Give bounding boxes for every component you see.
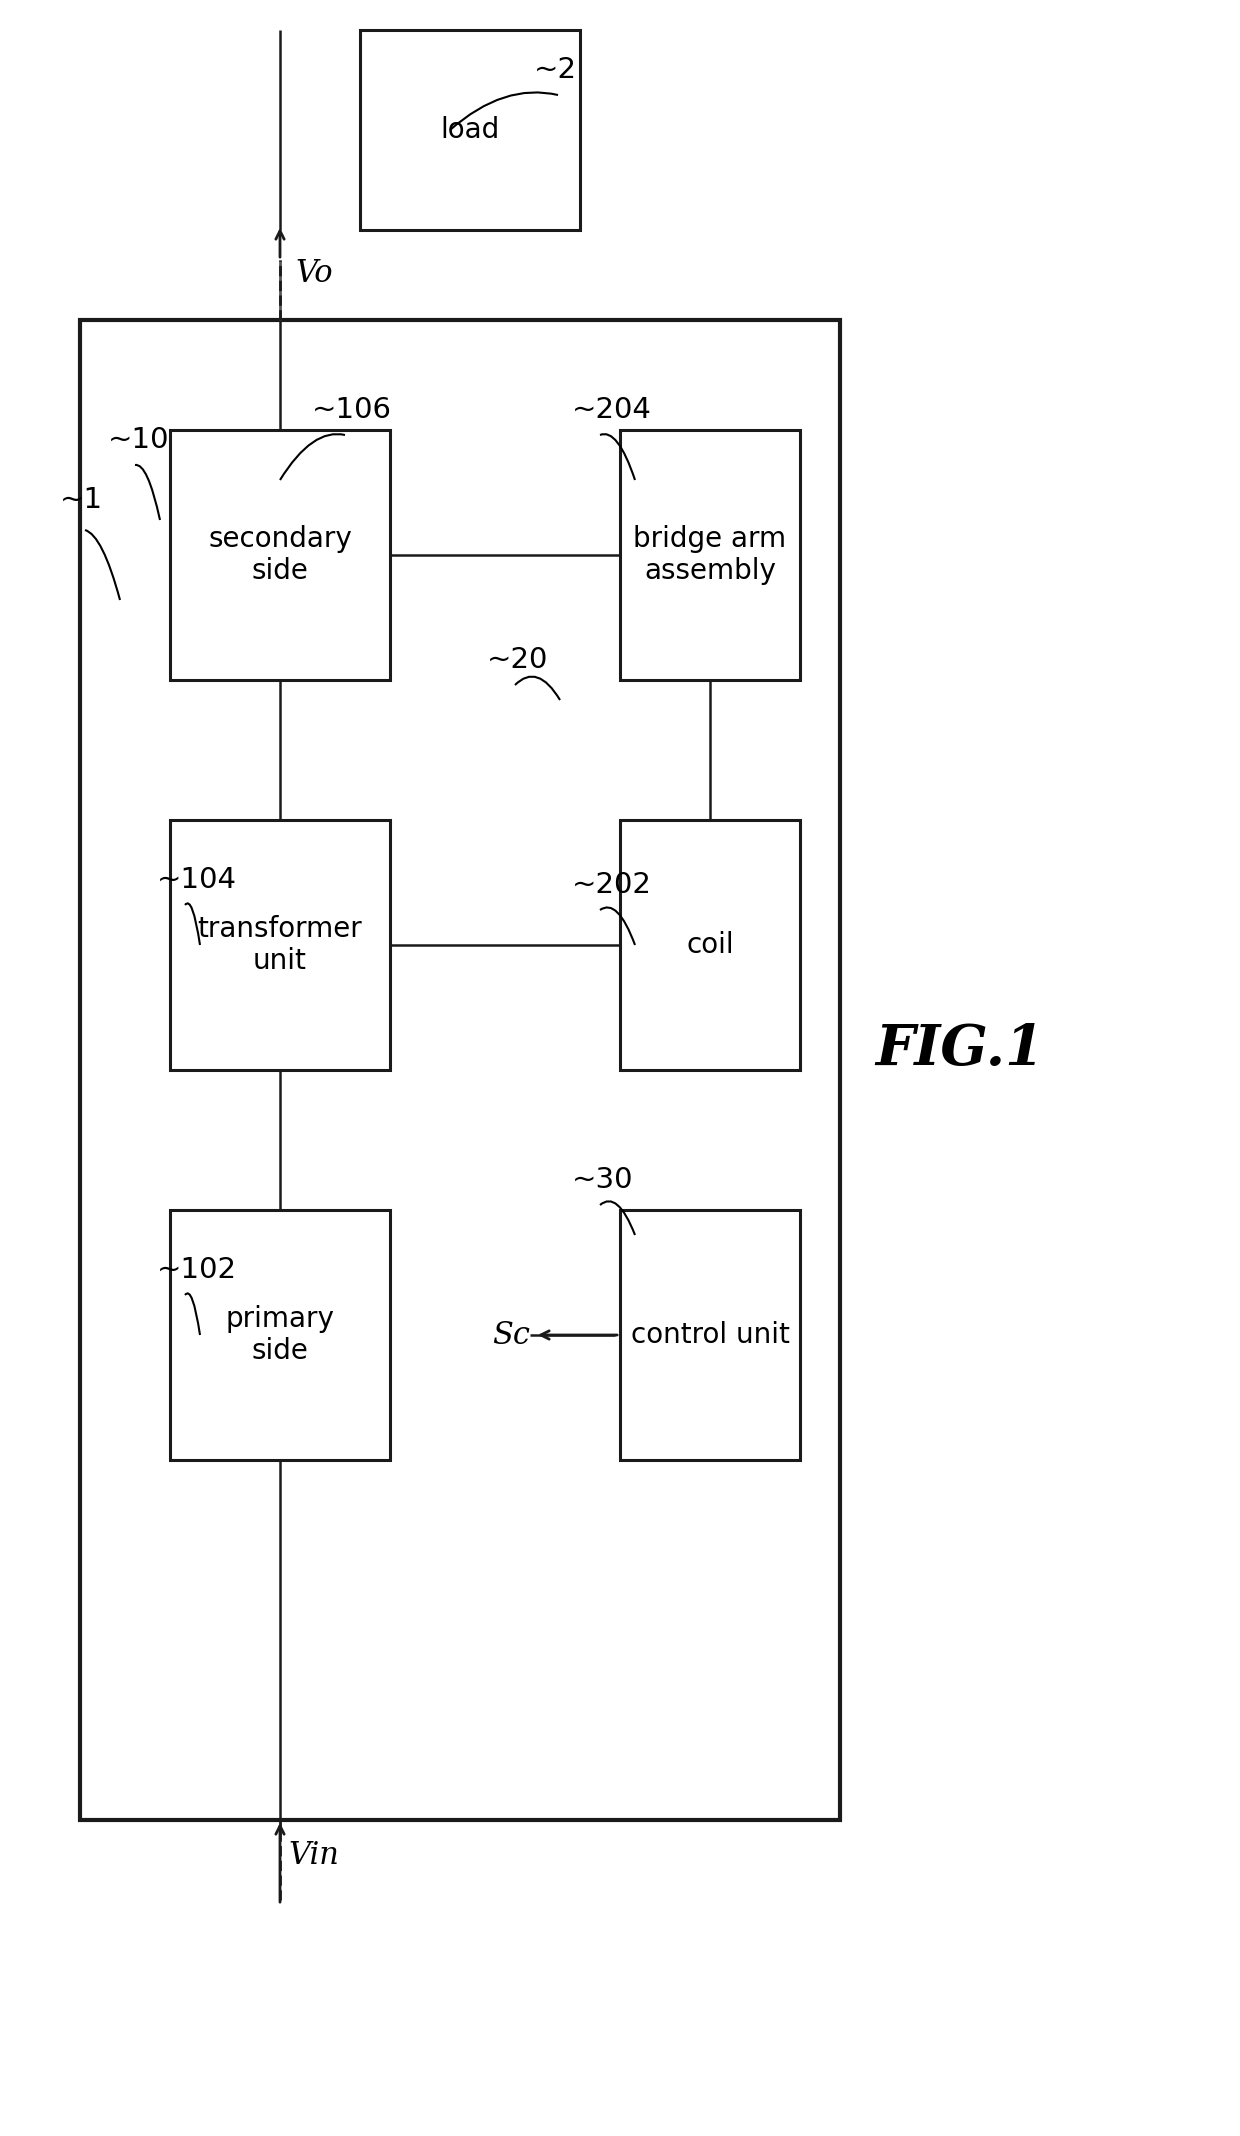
Text: primary
side: primary side [226,1305,335,1365]
Bar [170,429,391,679]
Text: ~10: ~10 [108,425,170,455]
Bar [620,820,800,1070]
Text: bridge arm
assembly: bridge arm assembly [634,525,786,585]
Bar [620,1209,800,1461]
Text: ~30: ~30 [572,1166,634,1194]
Text: control unit: control unit [631,1320,790,1350]
Bar [570,619,810,1480]
Text: ~202: ~202 [572,871,652,899]
Text: load: load [440,115,500,143]
Text: Vo: Vo [295,258,332,288]
Text: Sc: Sc [492,1320,529,1350]
Text: ~104: ~104 [157,865,237,895]
Text: transformer
unit: transformer unit [197,914,362,976]
Bar [360,30,580,231]
Bar [81,320,839,1820]
Text: ~102: ~102 [157,1256,237,1284]
Text: ~1: ~1 [60,487,103,515]
Text: FIG.1: FIG.1 [875,1023,1044,1077]
Text: ~20: ~20 [487,645,548,675]
Text: coil: coil [686,931,734,959]
Text: ~204: ~204 [572,395,652,425]
Text: Vin: Vin [288,1839,339,1871]
Bar [620,429,800,679]
Text: ~106: ~106 [312,395,392,425]
Bar [170,820,391,1070]
Text: ~2: ~2 [534,56,577,83]
Bar [170,1209,391,1461]
Bar [120,370,551,1730]
Text: secondary
side: secondary side [208,525,352,585]
